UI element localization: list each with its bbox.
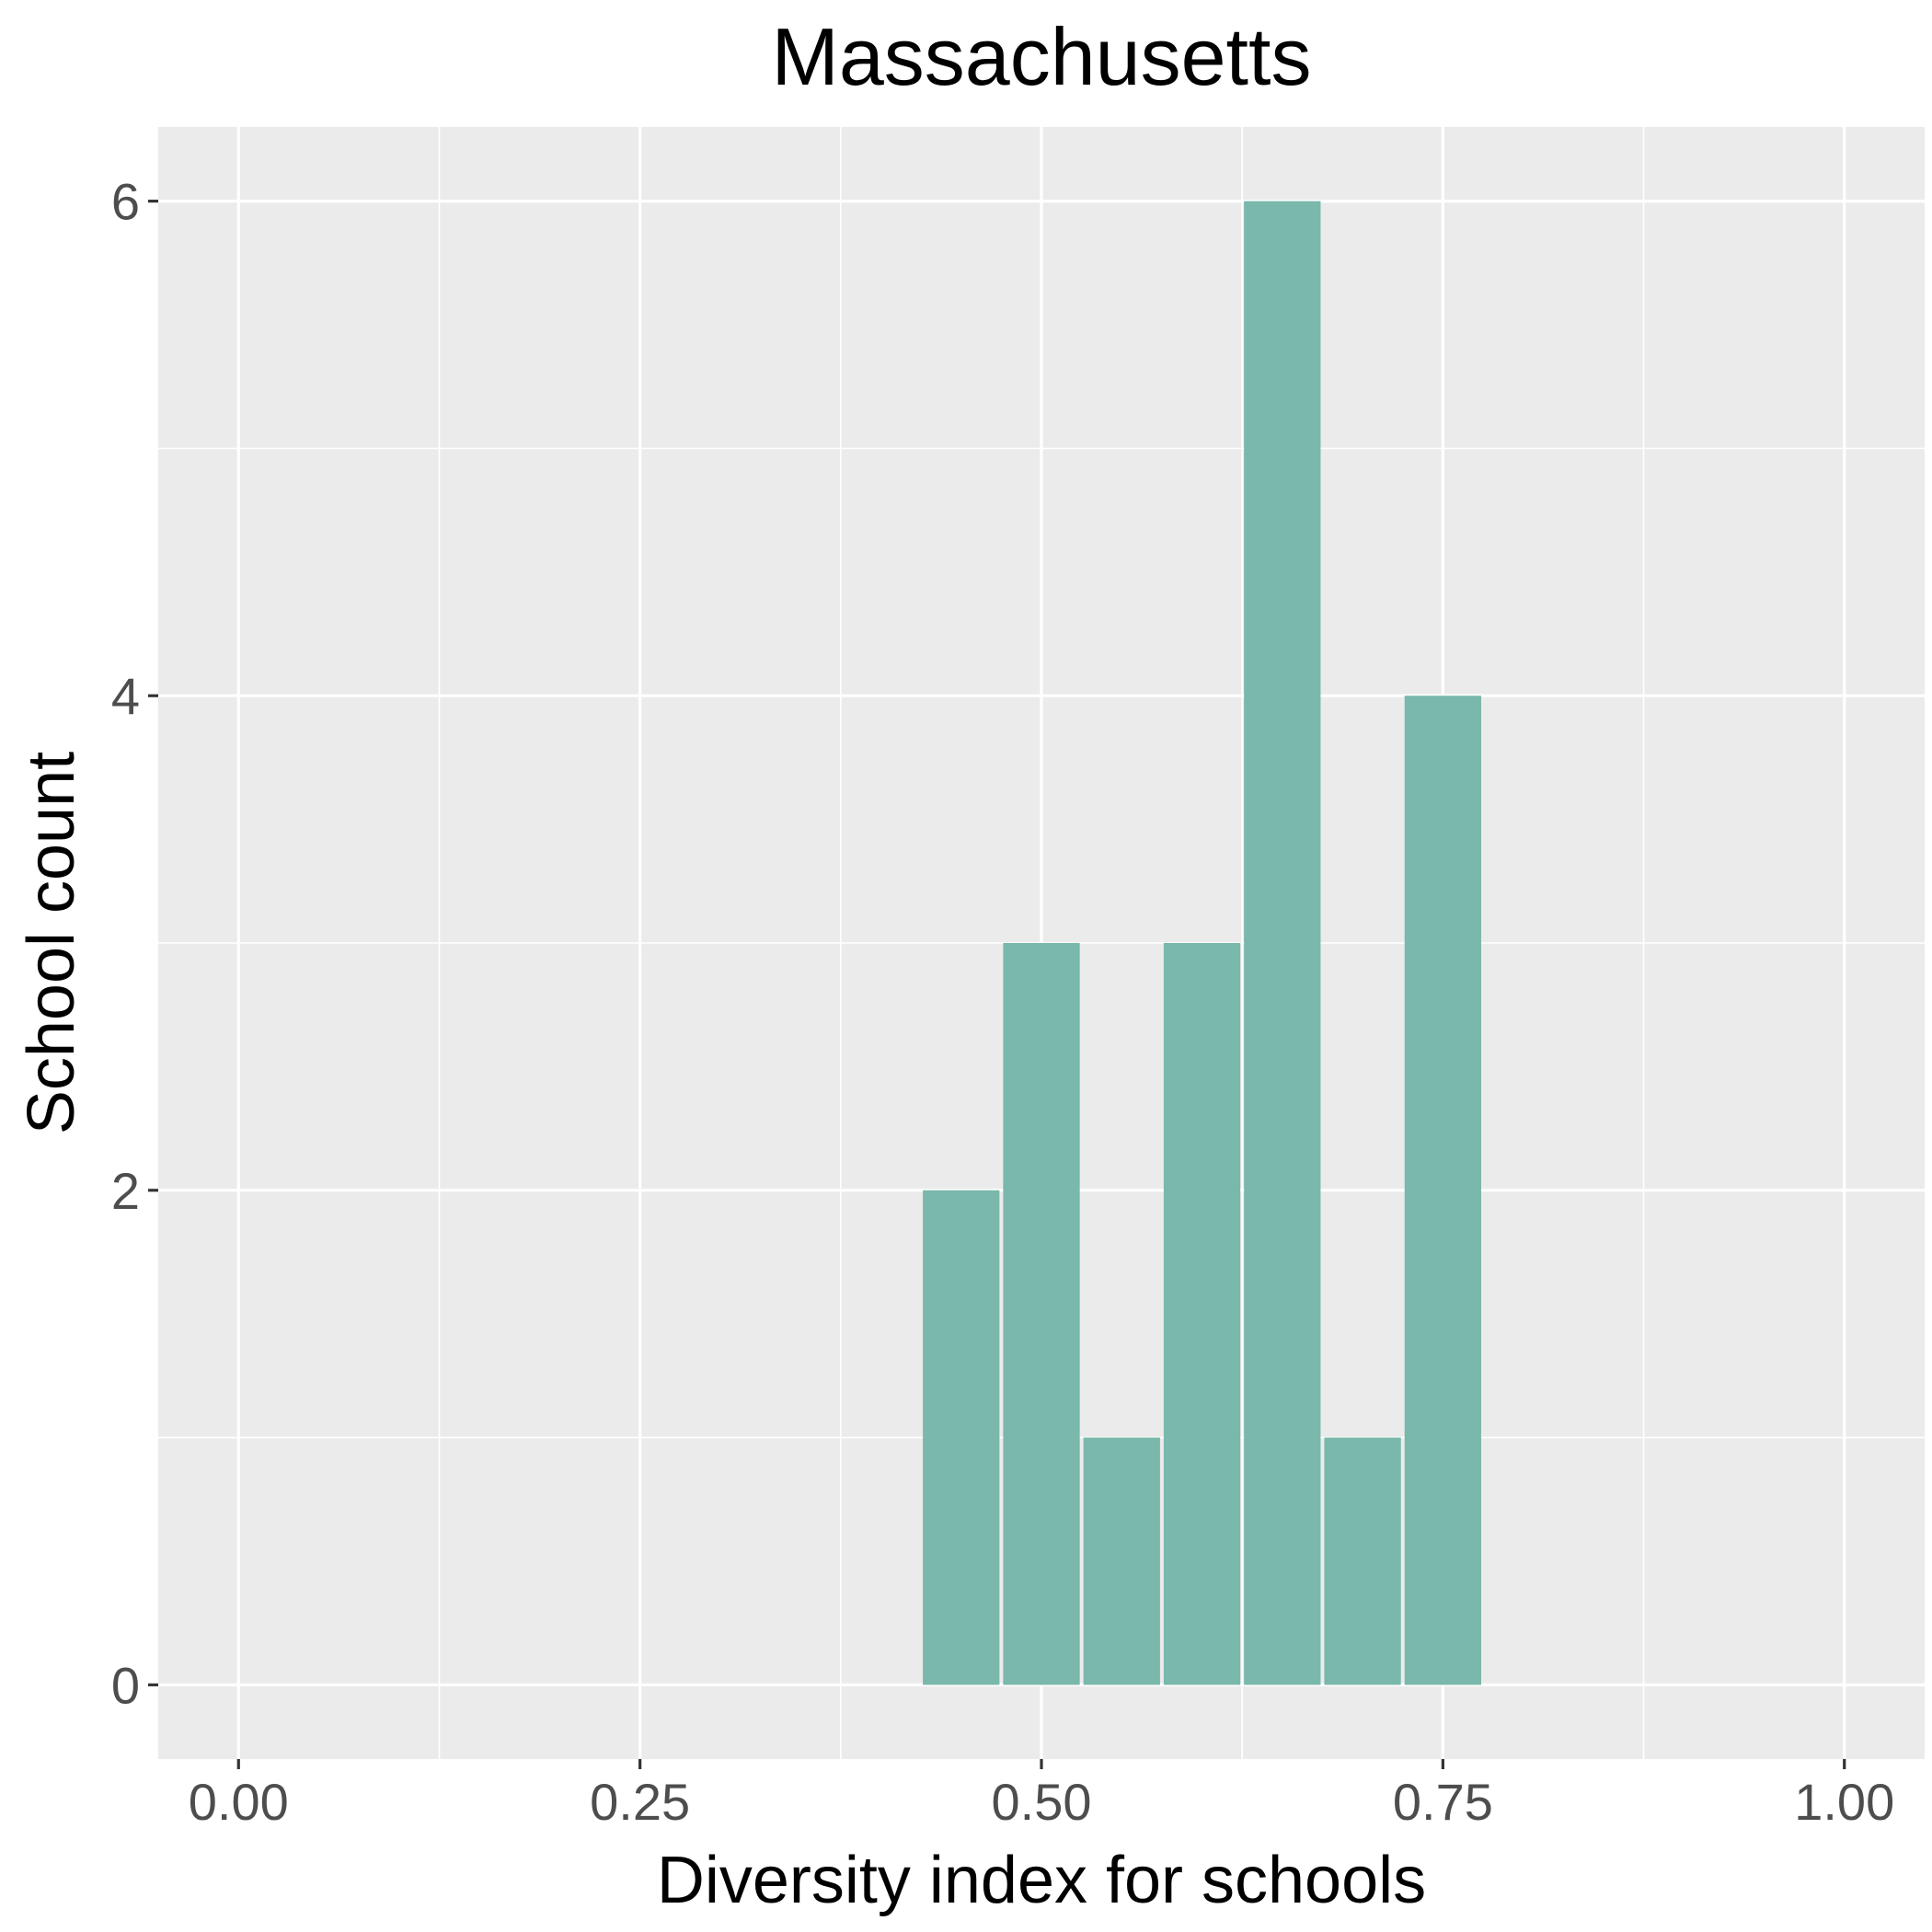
- x-tick-label: 0.25: [590, 1773, 690, 1831]
- y-tick-label: 2: [111, 1162, 140, 1220]
- y-axis: 0 2 4 6: [111, 173, 158, 1714]
- histogram-bar: [923, 1190, 1000, 1685]
- histogram-bar: [1244, 201, 1321, 1685]
- histogram-bar: [1404, 696, 1481, 1685]
- histogram-bar: [1163, 943, 1241, 1685]
- y-axis-title: School count: [15, 752, 88, 1134]
- y-tick-label: 6: [111, 173, 140, 231]
- x-tick-label: 0.50: [992, 1773, 1092, 1831]
- x-axis: 0.00 0.25 0.50 0.75 1.00: [189, 1759, 1894, 1831]
- histogram-bars: [923, 201, 1481, 1685]
- chart-title: Massachusetts: [772, 11, 1312, 102]
- y-tick-label: 4: [111, 667, 140, 725]
- x-tick-label: 1.00: [1794, 1773, 1894, 1831]
- histogram-bar: [1083, 1437, 1160, 1685]
- y-tick-label: 0: [111, 1656, 140, 1714]
- x-tick-label: 0.00: [189, 1773, 289, 1831]
- histogram-bar: [1324, 1437, 1401, 1685]
- x-axis-title: Diversity index for schools: [657, 1844, 1426, 1917]
- x-tick-label: 0.75: [1393, 1773, 1493, 1831]
- histogram-bar: [1003, 943, 1080, 1685]
